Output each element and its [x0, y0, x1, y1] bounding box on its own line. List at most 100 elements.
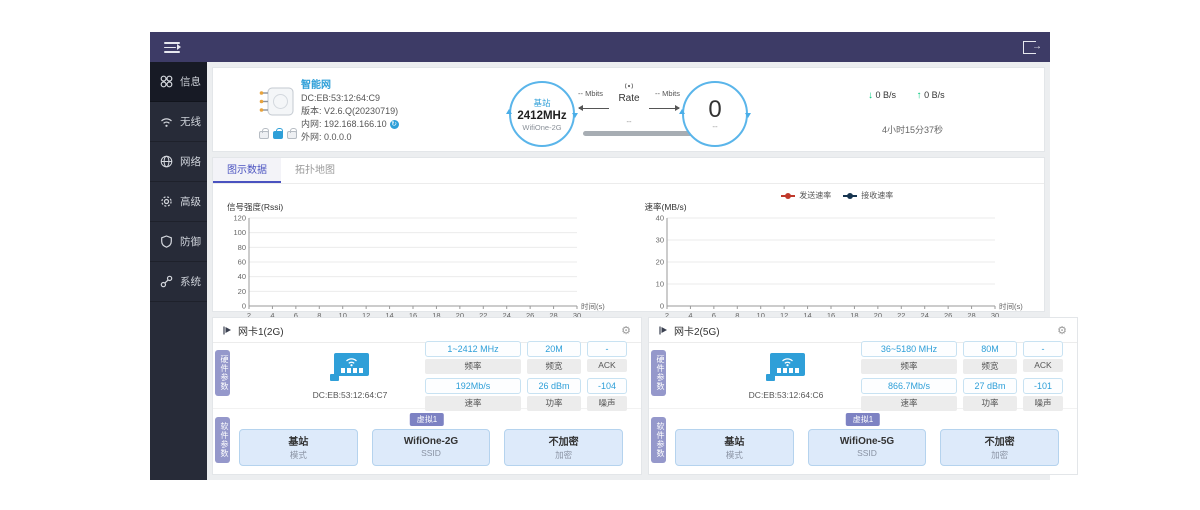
gear-icon[interactable]: ⚙ — [1057, 324, 1067, 337]
svg-text:时间(s): 时间(s) — [999, 301, 1023, 311]
nic-card-5g: 网卡2(5G) ⚙ 硬件参数 DC:EB: — [648, 317, 1078, 475]
svg-text:22: 22 — [479, 311, 487, 319]
shield-icon — [161, 235, 172, 248]
sidebar-item-system[interactable]: 系统 — [150, 262, 207, 302]
svg-text:120: 120 — [233, 214, 246, 223]
svg-text:10: 10 — [339, 311, 347, 319]
logout-icon[interactable]: → — [1023, 40, 1042, 54]
sidebar-item-label: 无线 — [180, 116, 201, 128]
sidebar: 信息 无线 网络 高级 防御 系统 — [150, 62, 207, 480]
refresh-icon[interactable]: ↻ — [389, 120, 399, 130]
router-device-icon — [259, 87, 294, 116]
hardware-params-tab[interactable]: 硬件参数 — [651, 350, 666, 396]
software-params-tab[interactable]: 软件参数 — [651, 417, 666, 463]
hardware-stats: 36~5180 MHz 频率 80M 频宽 - ACK 866.7Mb/s 速率 27 … — [861, 340, 1063, 411]
rate-chart: 发送速率 接收速率 速率(MB/s) 0 10 20 30 40 2 4 6 8 10 12 14 16… — [641, 189, 1035, 324]
chart-legend: 发送速率 接收速率 — [781, 190, 893, 201]
svg-text:24: 24 — [920, 311, 928, 319]
tx-rate-label: -- Mbits — [578, 89, 603, 98]
rate-link-indicator: -- Mbits -- Mbits Rate -- — [578, 82, 707, 148]
grid-icon — [160, 75, 173, 88]
sidebar-item-advanced[interactable]: 高级 — [150, 182, 207, 222]
legend-item-send[interactable]: 发送速率 — [781, 190, 831, 201]
svg-text:16: 16 — [409, 311, 417, 319]
ssid-button[interactable]: WifiOne-5G SSID — [807, 429, 927, 466]
gear-icon — [161, 196, 172, 207]
svg-text:18: 18 — [850, 311, 858, 319]
antenna-icon — [579, 82, 679, 92]
traffic-summary: ↓ 0 B/s ↑ 0 B/s 4小时15分37秒 — [868, 90, 1028, 136]
mode-button[interactable]: 基站 模式 — [239, 429, 358, 466]
encryption-button[interactable]: 不加密 加密 — [940, 429, 1060, 466]
hardware-params-tab[interactable]: 硬件参数 — [215, 350, 230, 396]
svg-text:0: 0 — [242, 302, 246, 311]
chart-tabs: 图示数据 拓扑地图 — [213, 158, 1044, 184]
svg-text:30: 30 — [990, 311, 998, 319]
encryption-button[interactable]: 不加密 加密 — [504, 429, 624, 466]
svg-text:14: 14 — [385, 311, 393, 319]
svg-text:22: 22 — [897, 311, 905, 319]
hardware-stats: 1~2412 MHz 频率 20M 频宽 - ACK 192Mb/s 速率 26 dBm… — [425, 340, 627, 411]
sidebar-item-wireless[interactable]: 无线 — [150, 102, 207, 142]
virtual-badge[interactable]: 虚拟1 — [845, 413, 881, 426]
stat-bandwidth: 80M 频宽 — [963, 340, 1017, 374]
menu-toggle-icon[interactable] — [164, 41, 181, 53]
hardware-section: 硬件参数 DC:EB:53:12:64:C6 36 — [649, 340, 1077, 411]
lock-icon[interactable] — [259, 128, 269, 139]
svg-text:时间(s): 时间(s) — [581, 301, 605, 311]
sidebar-item-label: 信息 — [180, 76, 201, 88]
lock-icon-active[interactable] — [273, 128, 283, 139]
nic-mac: DC:EB:53:12:64:C6 — [748, 389, 824, 400]
main-content: 智能网 DC:EB:53:12:64:C9 版本: V2.6.Q(2023071… — [207, 62, 1078, 480]
svg-text:20: 20 — [873, 311, 881, 319]
link-icon — [160, 275, 173, 288]
svg-text:40: 40 — [238, 272, 246, 281]
sidebar-item-network[interactable]: 网络 — [150, 142, 207, 182]
svg-text:4: 4 — [270, 311, 274, 319]
virtual-badge[interactable]: 虚拟1 — [409, 413, 445, 426]
svg-text:80: 80 — [238, 243, 246, 252]
stat-noise: -101 噪声 — [1023, 377, 1063, 411]
tab-chart-data[interactable]: 图示数据 — [213, 158, 281, 183]
svg-text:2: 2 — [247, 311, 251, 319]
up-arrow-icon: ↑ — [916, 90, 922, 101]
svg-text:6: 6 — [294, 311, 298, 319]
client-count: 0 — [708, 95, 722, 123]
svg-text:30: 30 — [573, 311, 581, 319]
stat-bandwidth: 20M 频宽 — [527, 340, 581, 374]
tab-topology-map[interactable]: 拓扑地图 — [295, 165, 335, 176]
link-progress-bar — [583, 131, 707, 136]
router-admin-app: → 信息 无线 网络 高级 防御 — [150, 32, 1078, 480]
rate-chart-title: 速率(MB/s) — [644, 202, 687, 212]
sidebar-item-defense[interactable]: 防御 — [150, 222, 207, 262]
sidebar-item-info[interactable]: 信息 — [150, 62, 207, 102]
svg-text:28: 28 — [549, 311, 557, 319]
svg-text:0: 0 — [659, 302, 663, 311]
svg-text:24: 24 — [503, 311, 511, 319]
ssid-button[interactable]: WifiOne-2G SSID — [371, 429, 491, 466]
svg-text:10: 10 — [655, 280, 663, 289]
software-params-tab[interactable]: 软件参数 — [215, 417, 230, 463]
device-info: 智能网 DC:EB:53:12:64:C9 版本: V2.6.Q(2023071… — [301, 79, 399, 144]
nic-visual: DC:EB:53:12:64:C7 — [275, 352, 425, 400]
legend-item-receive[interactable]: 接收速率 — [843, 190, 893, 201]
svg-text:14: 14 — [803, 311, 811, 319]
gear-icon[interactable]: ⚙ — [621, 324, 631, 337]
nic-card-header: 网卡2(5G) ⚙ — [649, 318, 1077, 343]
lock-icon[interactable] — [287, 128, 297, 139]
svg-text:60: 60 — [238, 258, 246, 267]
mode-button[interactable]: 基站 模式 — [675, 429, 794, 466]
topbar: → — [150, 32, 1050, 62]
sidebar-item-label: 防御 — [180, 236, 201, 248]
device-name[interactable]: 智能网 — [301, 80, 331, 91]
software-section: 软件参数 虚拟1 基站 模式 WifiOne-2G SSID 不加密 加密 — [213, 409, 641, 474]
device-status-card: 智能网 DC:EB:53:12:64:C9 版本: V2.6.Q(2023071… — [212, 67, 1045, 152]
stat-power: 27 dBm 功率 — [963, 377, 1017, 411]
ap-ssid: WifiOne-2G — [522, 122, 562, 132]
rssi-chart-title: 信号强度(Rssi) — [227, 202, 284, 212]
stat-frequency: 1~2412 MHz 频率 — [425, 340, 521, 374]
rx-rate-label: -- Mbits — [655, 89, 680, 98]
client-circle: 0 -- — [679, 81, 751, 147]
